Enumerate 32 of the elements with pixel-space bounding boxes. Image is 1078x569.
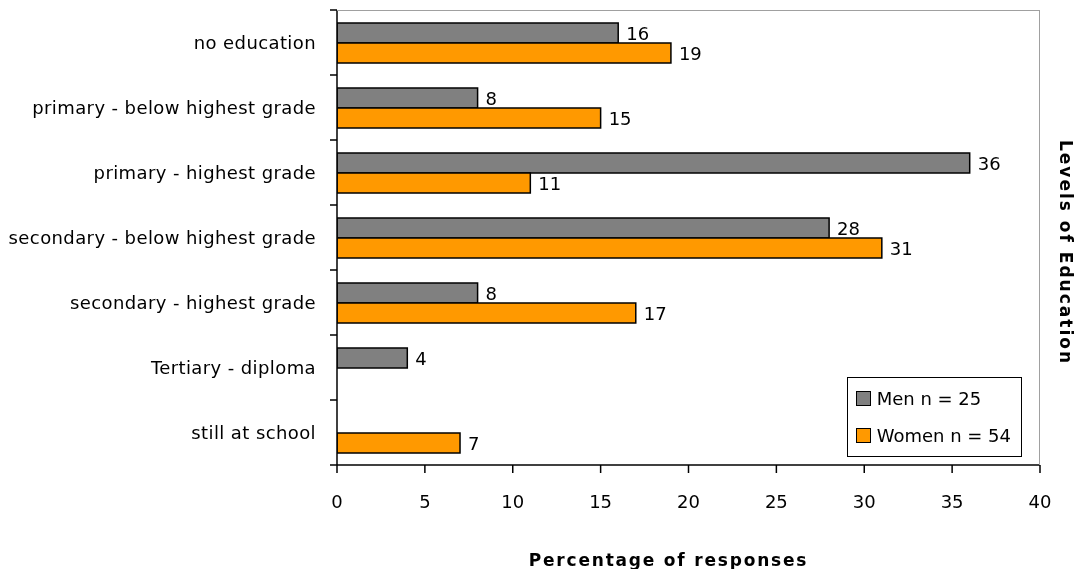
x-tick-label: 5: [419, 490, 431, 512]
data-label: 19: [678, 42, 702, 64]
data-label: 7: [468, 432, 480, 454]
data-label: 4: [415, 347, 427, 369]
x-axis-title: Percentage of responses: [528, 550, 809, 569]
y-tick-label: secondary - below highest grade: [8, 227, 316, 248]
y-axis-title: Levels of Education: [1056, 140, 1076, 365]
x-tick-label: 20: [677, 490, 700, 512]
x-tick-label: 25: [764, 490, 788, 512]
x-tick-label: 10: [501, 490, 525, 512]
data-label: 17: [643, 302, 667, 324]
legend-label: Women n = 54: [876, 425, 1011, 446]
data-label: 36: [977, 152, 1001, 174]
data-label: 11: [538, 172, 562, 194]
x-tick-label: 35: [940, 490, 964, 512]
x-tick-label: 40: [1028, 490, 1052, 512]
y-tick-label: no education: [193, 32, 316, 53]
y-tick-label: Tertiary - diploma: [149, 357, 316, 378]
data-label: 28: [837, 217, 861, 239]
x-tick-label: 30: [852, 490, 876, 512]
data-label: 15: [608, 107, 632, 129]
y-tick-label: primary - highest grade: [93, 162, 316, 183]
legend-label: Men n = 25: [876, 388, 982, 409]
y-tick-label: still at school: [191, 422, 316, 443]
data-label: 8: [485, 282, 498, 304]
data-label: 16: [626, 22, 650, 44]
y-tick-label: primary - below highest grade: [32, 97, 316, 118]
x-tick-label: 15: [589, 490, 613, 512]
x-tick-label: 0: [331, 490, 343, 512]
y-tick-label: secondary - highest grade: [69, 292, 316, 313]
data-label: 8: [485, 87, 498, 109]
data-label: 31: [889, 237, 913, 259]
